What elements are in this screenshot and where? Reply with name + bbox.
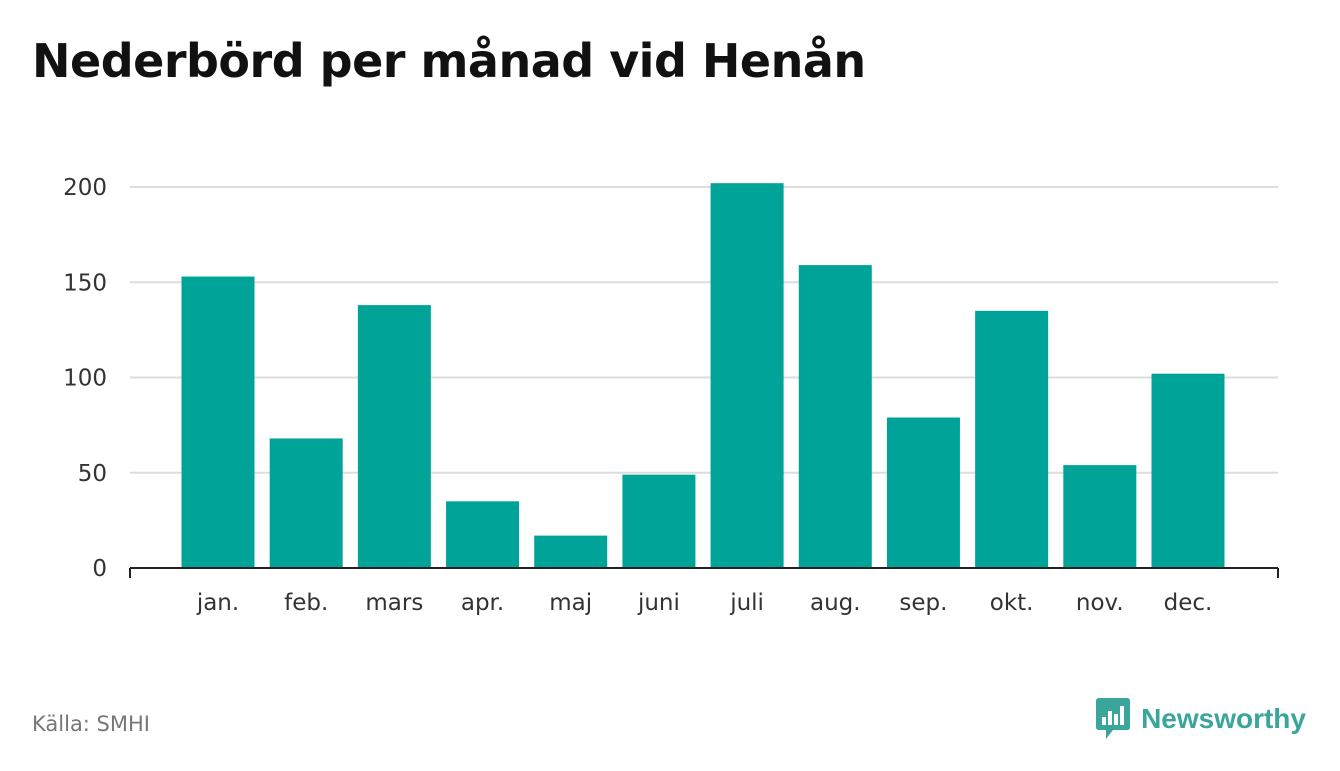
x-tick-label: dec. [1164,590,1213,616]
y-tick-label: 200 [63,175,107,201]
bar-mars [357,305,431,568]
source-note: Källa: SMHI [32,712,150,736]
bar-dec [1151,373,1225,568]
x-tick-label: aug. [810,590,861,616]
bar-aug [798,265,872,568]
bar-maj [534,535,608,568]
bar-okt [975,310,1049,568]
y-tick-label: 150 [63,270,107,296]
x-tick-label: sep. [899,590,947,616]
y-tick-label: 0 [92,556,107,582]
x-axis: jan. feb. mars apr. maj juni juli aug. sep. okt. n… [129,567,1279,616]
bar-sep [886,417,960,568]
x-tick-label: feb. [284,590,328,616]
bar-nov [1063,465,1137,568]
brand-name: Newsworthy [1141,703,1306,734]
x-tick-label: juli [729,590,764,616]
bars [181,183,1225,568]
bar-chart: 0 50 100 150 200 jan. feb. mars apr. maj juni juli… [63,175,1279,616]
x-tick-label: nov. [1076,590,1124,616]
x-tick-label: jan. [196,590,239,616]
x-tick-label: okt. [990,590,1034,616]
newsworthy-logo-icon [1096,698,1131,739]
bar-jan [181,276,255,568]
bar-apr [446,501,520,568]
bar-feb [269,438,343,568]
y-tick-label: 50 [78,461,107,487]
brand[interactable]: Newsworthy [1095,697,1306,741]
x-tick-label: maj [549,590,592,616]
gridlines [130,186,1278,474]
bar-juni [622,474,696,568]
x-tick-label: mars [365,590,423,616]
chart-title: Nederbörd per månad vid Henån [32,34,866,88]
x-tick-label: apr. [461,590,504,616]
x-tick-label: juni [637,590,680,616]
y-axis: 0 50 100 150 200 [63,175,107,582]
y-tick-label: 100 [63,366,107,392]
bar-juli [710,183,784,568]
